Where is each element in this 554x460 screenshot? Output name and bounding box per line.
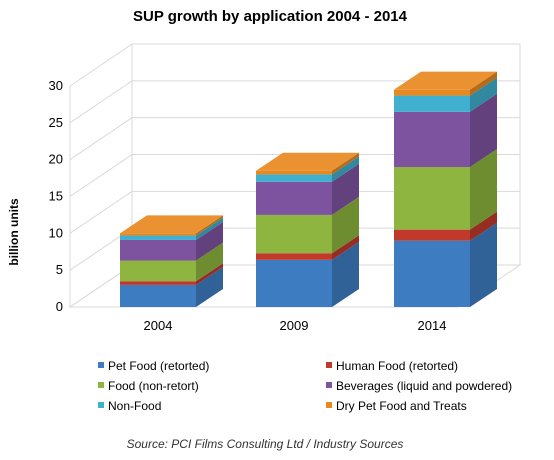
bar-segment-side <box>470 211 497 241</box>
bar-segment-side <box>332 163 359 215</box>
bar-segment <box>120 233 196 236</box>
bar-segment-side <box>470 149 497 230</box>
y-tick-label: 15 <box>49 189 63 204</box>
bar-segment-side <box>332 241 359 307</box>
gridline-diagonal <box>69 80 133 124</box>
bar-segment-side <box>470 77 497 112</box>
legend-label: Human Food (retorted) <box>336 359 458 373</box>
legend-item: Dry Pet Food and Treats <box>326 399 467 413</box>
legend-label: Non-Food <box>108 399 161 413</box>
y-tick-label: 5 <box>56 262 63 277</box>
bar-segment-side <box>332 152 359 175</box>
gridline-diagonal <box>69 190 133 234</box>
y-tick-label: 30 <box>49 78 63 93</box>
bar-segment-top <box>394 71 497 90</box>
bar-segment <box>256 253 332 260</box>
bar-segment <box>394 167 470 230</box>
bar-segment-side <box>470 222 497 307</box>
bar-segment-side <box>196 217 223 240</box>
legend-swatch <box>98 402 104 408</box>
legend-label: Pet Food (retorted) <box>108 359 209 373</box>
bar-segment-side <box>332 235 359 260</box>
bar-segment-top <box>256 152 359 171</box>
bar-segment <box>256 181 332 215</box>
y-tick-label: 25 <box>49 115 63 130</box>
bar-segment-side <box>332 196 359 254</box>
bar-segment <box>256 214 332 254</box>
bar-segment <box>256 259 332 307</box>
x-tick-label: 2014 <box>418 318 447 333</box>
gridline-diagonal <box>69 43 133 87</box>
legend-swatch <box>98 362 104 368</box>
legend-item: Non-Food <box>98 399 161 413</box>
y-axis-label: billion units <box>7 198 21 266</box>
bar-segment-side <box>332 156 359 182</box>
legend-item: Human Food (retorted) <box>326 359 458 373</box>
bar-stack <box>120 215 223 307</box>
bar-segment <box>120 260 196 282</box>
bar-segment <box>120 281 196 285</box>
bar-segment <box>394 111 470 168</box>
bar-segment-side <box>470 93 497 168</box>
bar-segment-top <box>120 215 223 234</box>
bar-stack <box>394 71 497 307</box>
legend-label: Dry Pet Food and Treats <box>336 399 467 413</box>
bar-segment-side <box>196 242 223 282</box>
plot-area: 0 5 10 15 20 25 30 2004 2009 2014 <box>49 43 522 333</box>
legend-item: Pet Food (retorted) <box>98 359 209 373</box>
legend: Pet Food (retorted) Human Food (retorted)… <box>98 359 512 413</box>
x-tick-label: 2009 <box>280 318 309 333</box>
legend-swatch <box>326 402 332 408</box>
bar-stack <box>256 152 359 307</box>
bar-segment-side <box>196 263 223 285</box>
y-tick-label: 20 <box>49 152 63 167</box>
bar-segment <box>120 239 196 261</box>
bar-segment <box>394 240 470 307</box>
x-tick-label: 2004 <box>144 318 173 333</box>
y-tick-label: 0 <box>56 299 63 314</box>
bar-segment <box>394 95 470 112</box>
bar-segment <box>394 229 470 241</box>
legend-label: Food (non-retort) <box>108 379 199 393</box>
legend-item: Food (non-retort) <box>98 379 199 393</box>
legend-label: Beverages (liquid and powdered) <box>336 379 512 393</box>
legend-swatch <box>326 382 332 388</box>
bar-segment-side <box>470 71 497 96</box>
legend-swatch <box>98 382 104 388</box>
chart-title: SUP growth by application 2004 - 2014 <box>133 8 408 25</box>
bar-segment <box>120 284 196 307</box>
legend-swatch <box>326 362 332 368</box>
gridline-diagonal <box>69 117 133 161</box>
bar-segment <box>394 89 470 96</box>
bar-segment-side <box>196 266 223 307</box>
bar-segment <box>256 174 332 182</box>
gridline-diagonal <box>69 154 133 197</box>
bar-segment-side <box>196 221 223 261</box>
source-note: Source: PCI Films Consulting Ltd / Indus… <box>127 437 404 451</box>
legend-item: Beverages (liquid and powdered) <box>326 379 512 393</box>
bar-segment-side <box>196 215 223 236</box>
bar-segment <box>120 235 196 240</box>
y-tick-label: 10 <box>49 225 63 240</box>
bar-segment <box>256 170 332 175</box>
